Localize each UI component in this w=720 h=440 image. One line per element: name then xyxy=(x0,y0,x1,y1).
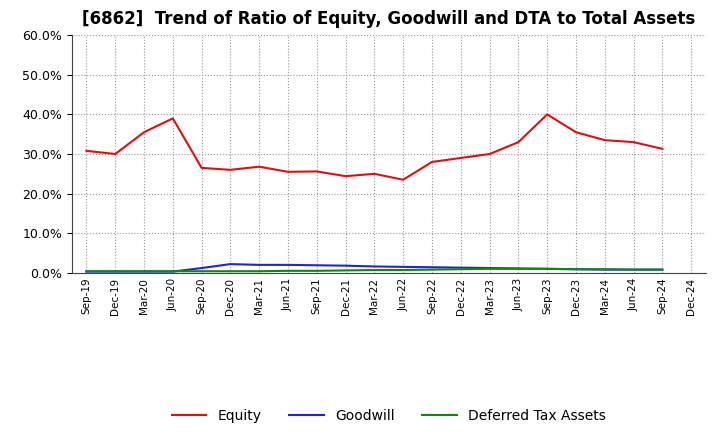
Equity xyxy=(284,169,292,174)
Equity xyxy=(370,171,379,176)
Line: Equity: Equity xyxy=(86,114,662,180)
Deferred Tax Assets xyxy=(428,267,436,272)
Deferred Tax Assets xyxy=(543,266,552,271)
Legend: Equity, Goodwill, Deferred Tax Assets: Equity, Goodwill, Deferred Tax Assets xyxy=(166,403,611,429)
Goodwill xyxy=(514,266,523,271)
Deferred Tax Assets xyxy=(284,268,292,273)
Goodwill xyxy=(197,265,206,271)
Goodwill xyxy=(168,269,177,274)
Equity xyxy=(226,167,235,172)
Equity xyxy=(543,112,552,117)
Equity xyxy=(111,151,120,157)
Equity xyxy=(140,129,148,135)
Goodwill xyxy=(111,269,120,274)
Equity xyxy=(341,173,350,179)
Equity xyxy=(572,129,580,135)
Deferred Tax Assets xyxy=(658,267,667,272)
Equity xyxy=(197,165,206,170)
Deferred Tax Assets xyxy=(456,267,465,272)
Goodwill xyxy=(284,262,292,268)
Equity xyxy=(485,151,494,157)
Equity xyxy=(514,139,523,145)
Goodwill xyxy=(543,266,552,271)
Goodwill xyxy=(572,267,580,272)
Deferred Tax Assets xyxy=(341,268,350,273)
Deferred Tax Assets xyxy=(140,268,148,274)
Goodwill xyxy=(600,267,609,272)
Goodwill xyxy=(82,269,91,274)
Equity xyxy=(399,177,408,182)
Equity xyxy=(312,169,321,174)
Deferred Tax Assets xyxy=(485,266,494,271)
Goodwill xyxy=(456,265,465,270)
Equity xyxy=(658,146,667,151)
Goodwill xyxy=(341,263,350,268)
Deferred Tax Assets xyxy=(600,267,609,272)
Goodwill xyxy=(140,269,148,274)
Equity xyxy=(428,159,436,165)
Title: [6862]  Trend of Ratio of Equity, Goodwill and DTA to Total Assets: [6862] Trend of Ratio of Equity, Goodwil… xyxy=(82,10,696,28)
Goodwill xyxy=(399,264,408,269)
Equity xyxy=(168,116,177,121)
Equity xyxy=(82,148,91,154)
Goodwill xyxy=(428,264,436,270)
Deferred Tax Assets xyxy=(312,268,321,273)
Goodwill xyxy=(370,264,379,269)
Equity xyxy=(600,137,609,143)
Line: Goodwill: Goodwill xyxy=(86,264,662,271)
Goodwill xyxy=(658,267,667,272)
Deferred Tax Assets xyxy=(168,268,177,274)
Goodwill xyxy=(485,265,494,271)
Deferred Tax Assets xyxy=(197,268,206,274)
Deferred Tax Assets xyxy=(399,268,408,273)
Deferred Tax Assets xyxy=(572,267,580,272)
Deferred Tax Assets xyxy=(255,268,264,274)
Deferred Tax Assets xyxy=(629,267,638,272)
Equity xyxy=(629,139,638,145)
Deferred Tax Assets xyxy=(226,268,235,274)
Deferred Tax Assets xyxy=(370,268,379,273)
Deferred Tax Assets xyxy=(514,266,523,271)
Goodwill xyxy=(255,262,264,268)
Goodwill xyxy=(312,263,321,268)
Line: Deferred Tax Assets: Deferred Tax Assets xyxy=(86,269,662,271)
Deferred Tax Assets xyxy=(82,268,91,274)
Equity xyxy=(456,155,465,161)
Deferred Tax Assets xyxy=(111,268,120,274)
Goodwill xyxy=(226,261,235,267)
Equity xyxy=(255,164,264,169)
Goodwill xyxy=(629,267,638,272)
